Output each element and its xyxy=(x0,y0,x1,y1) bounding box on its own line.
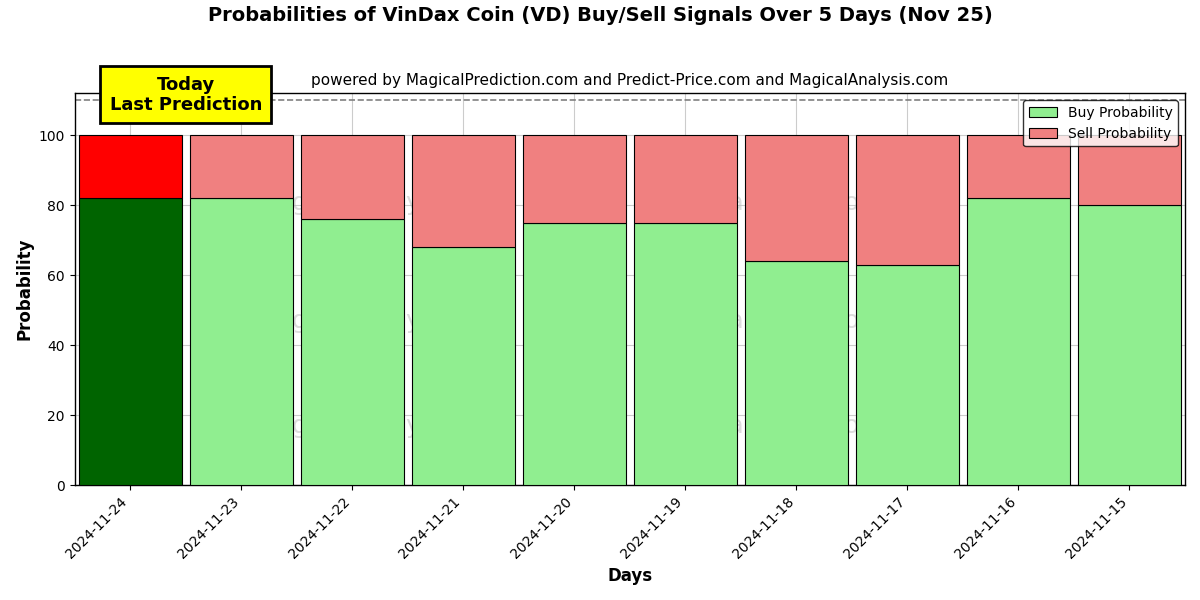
Text: Today
Last Prediction: Today Last Prediction xyxy=(109,76,262,115)
Y-axis label: Probability: Probability xyxy=(16,238,34,340)
Bar xyxy=(78,136,182,198)
Bar xyxy=(412,136,515,247)
Bar xyxy=(856,265,959,485)
Text: MagicalPrediction.com: MagicalPrediction.com xyxy=(655,308,937,332)
Bar xyxy=(301,219,404,485)
Bar xyxy=(523,136,626,223)
Title: powered by MagicalPrediction.com and Predict-Price.com and MagicalAnalysis.com: powered by MagicalPrediction.com and Pre… xyxy=(311,73,948,88)
Bar xyxy=(523,223,626,485)
Text: Probabilities of VinDax Coin (VD) Buy/Sell Signals Over 5 Days (Nov 25): Probabilities of VinDax Coin (VD) Buy/Se… xyxy=(208,6,992,25)
Bar xyxy=(967,136,1070,198)
Bar xyxy=(856,136,959,265)
Bar xyxy=(190,198,293,485)
Bar xyxy=(745,261,848,485)
Bar xyxy=(190,136,293,198)
Bar xyxy=(301,136,404,219)
Bar xyxy=(412,247,515,485)
Text: MagicalAnalysis.com: MagicalAnalysis.com xyxy=(256,191,516,215)
Bar xyxy=(78,198,182,485)
Bar xyxy=(745,136,848,261)
Bar xyxy=(1078,136,1181,205)
Bar xyxy=(967,198,1070,485)
Legend: Buy Probability, Sell Probability: Buy Probability, Sell Probability xyxy=(1024,100,1178,146)
Bar xyxy=(1078,205,1181,485)
Bar xyxy=(634,136,737,223)
Bar xyxy=(634,223,737,485)
Text: MagicalPrediction.com: MagicalPrediction.com xyxy=(655,191,937,215)
Text: MagicalPrediction.com: MagicalPrediction.com xyxy=(655,415,937,439)
Text: MagicalAnalysis.com: MagicalAnalysis.com xyxy=(256,415,516,439)
X-axis label: Days: Days xyxy=(607,567,653,585)
Text: MagicalAnalysis.com: MagicalAnalysis.com xyxy=(256,308,516,332)
